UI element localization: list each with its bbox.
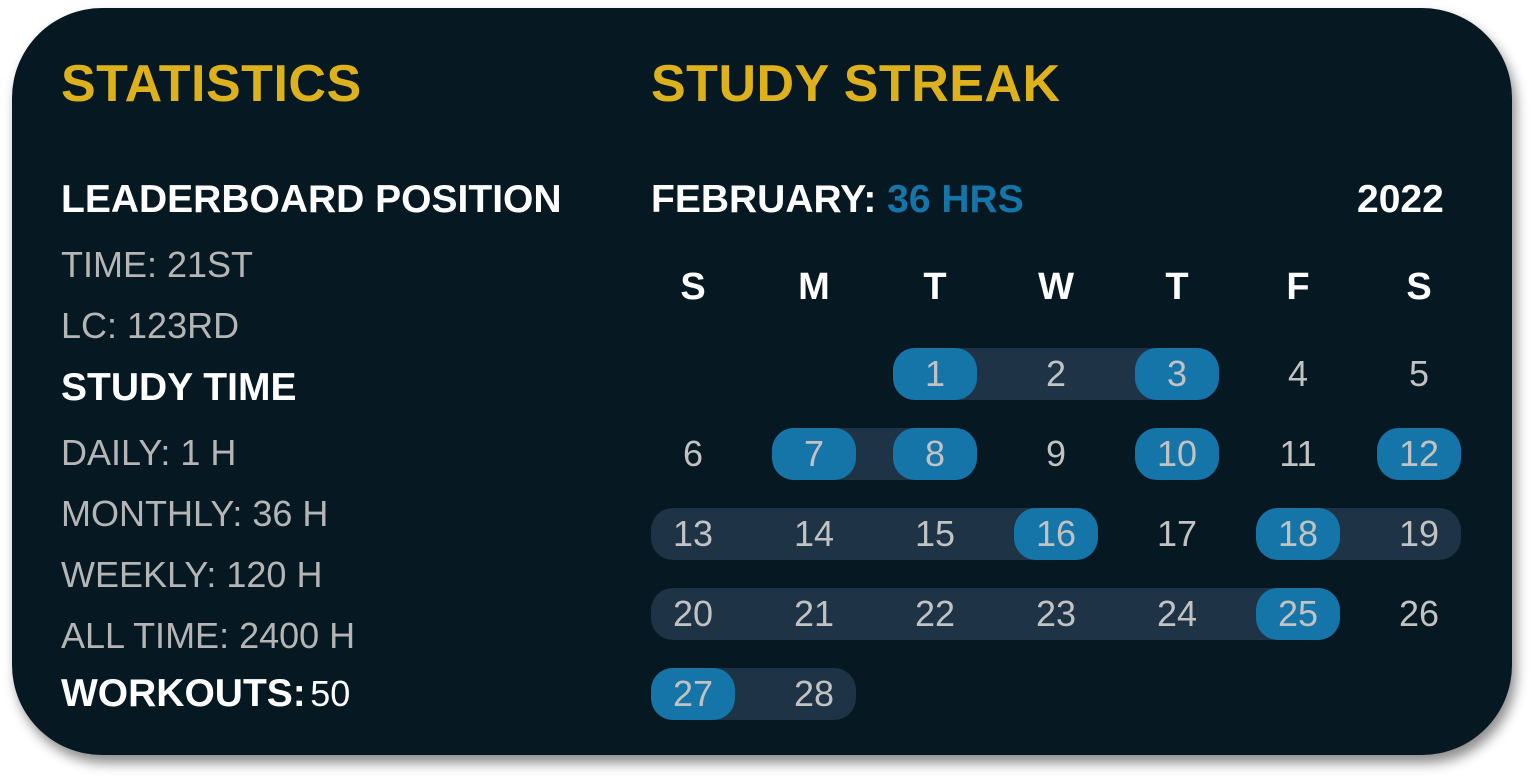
weekday-label: F <box>1286 266 1310 308</box>
calendar-day[interactable]: 11 <box>1279 433 1317 474</box>
weekday-label: S <box>680 266 706 308</box>
calendar-day[interactable]: 18 <box>1256 508 1340 560</box>
calendar-day[interactable]: 13 <box>672 513 714 554</box>
month-summary: FEBRUARY: 36 HRS <box>651 178 1024 222</box>
calendar-day[interactable]: 20 <box>672 593 714 634</box>
calendar-day[interactable]: 2 <box>1045 353 1067 394</box>
calendar-day[interactable]: 1 <box>893 348 977 400</box>
year-label: 2022 <box>1357 178 1444 221</box>
calendar-day[interactable]: 22 <box>914 593 956 634</box>
workouts-value: 50 <box>310 673 351 714</box>
statistics-title: STATISTICS <box>61 55 362 113</box>
calendar-day[interactable]: 5 <box>1408 353 1430 394</box>
calendar-day[interactable]: 16 <box>1014 508 1098 560</box>
workouts: WORKOUTS: 50 <box>61 672 350 716</box>
month-hours: 36 HRS <box>887 178 1024 221</box>
calendar-day[interactable]: 27 <box>651 668 735 720</box>
weekday-label: T <box>923 266 947 308</box>
calendar-day[interactable]: 26 <box>1398 593 1440 634</box>
weekday-label: W <box>1038 266 1074 308</box>
leaderboard-lc: LC: 123RD <box>61 305 240 346</box>
study-streak-title: STUDY STREAK <box>651 55 1061 113</box>
calendar-day[interactable]: 8 <box>893 428 977 480</box>
study-daily: DAILY: 1 H <box>61 432 237 473</box>
calendar-day[interactable]: 23 <box>1035 593 1077 634</box>
calendar-day[interactable]: 19 <box>1398 513 1440 554</box>
streak-bar <box>651 588 1340 640</box>
study-all-time: ALL TIME: 2400 H <box>61 615 356 656</box>
calendar-day[interactable]: 3 <box>1135 348 1219 400</box>
leaderboard-heading: LEADERBOARD POSITION <box>61 178 562 221</box>
calendar-day[interactable]: 24 <box>1156 593 1198 634</box>
weekday-label: S <box>1406 266 1432 308</box>
calendar-day[interactable]: 7 <box>772 428 856 480</box>
month-label: FEBRUARY: <box>651 178 877 221</box>
calendar-day[interactable]: 6 <box>682 433 704 474</box>
workouts-label: WORKOUTS: <box>61 672 306 715</box>
weekday-label: T <box>1165 266 1189 308</box>
calendar-day[interactable]: 25 <box>1256 588 1340 640</box>
calendar-day[interactable]: 10 <box>1135 428 1219 480</box>
study-time-heading: STUDY TIME <box>61 366 297 409</box>
calendar-day[interactable]: 9 <box>1045 433 1067 474</box>
calendar-day[interactable]: 14 <box>793 513 835 554</box>
calendar-day[interactable]: 21 <box>793 593 835 634</box>
study-monthly: MONTHLY: 36 H <box>61 493 329 534</box>
calendar-day[interactable]: 17 <box>1156 513 1198 554</box>
calendar-day[interactable]: 28 <box>793 673 835 714</box>
calendar-day[interactable]: 12 <box>1377 428 1461 480</box>
calendar-day[interactable]: 4 <box>1287 353 1309 394</box>
weekday-label: M <box>798 266 830 308</box>
calendar-day[interactable]: 15 <box>914 513 956 554</box>
leaderboard-time: TIME: 21ST <box>61 244 254 285</box>
study-weekly: WEEKLY: 120 H <box>61 554 323 595</box>
